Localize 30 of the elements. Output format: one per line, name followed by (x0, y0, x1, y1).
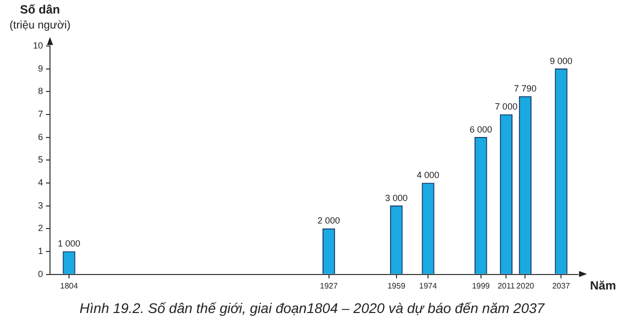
x-tick-label: 2020 (516, 281, 535, 290)
y-tick-label: 1 (38, 246, 44, 256)
annotation: 2 000 (318, 216, 340, 226)
y-tick-label: 0 (38, 268, 44, 279)
x-tick-label: 2011 (498, 281, 516, 290)
annotation: 3 000 (385, 192, 408, 203)
annotation: 7 790 (514, 83, 536, 94)
x-tick-label: 2037 (552, 281, 571, 290)
y-tick-label: 10 (32, 40, 44, 50)
x-tick-label: 1804 (60, 281, 78, 290)
y-tick-label: 5 (38, 154, 44, 165)
annotation: 6 000 (470, 124, 492, 134)
annotation: 4 000 (416, 170, 440, 180)
y-tick-label: 3 (38, 200, 44, 210)
y-axis-title: Số dân (triệu người) (9, 2, 71, 32)
x-tick-label: 1959 (387, 281, 406, 290)
annotation: 7 000 (494, 102, 518, 112)
x-tick-label: 1927 (320, 281, 338, 290)
x-axis-title: Năm (590, 278, 616, 293)
x-tick-label: 1999 (472, 281, 490, 290)
y-tick-label: 9 (38, 63, 44, 74)
annotation: 1 000 (58, 238, 80, 249)
text: Hình 19.2. Số dân thế giới, giai đoạn1804 – 2020 và dự báo đến năm 2037 (78, 300, 546, 316)
annotation: 9 000 (550, 56, 572, 66)
y-tick-label: 4 (38, 178, 44, 188)
y-tick-label: 2 (38, 223, 44, 234)
y-tick-label: 8 (38, 86, 44, 96)
y-tick-label: 7 (38, 109, 44, 120)
y-tick-label: 6 (38, 132, 44, 142)
x-tick-label: 1974 (419, 281, 438, 290)
